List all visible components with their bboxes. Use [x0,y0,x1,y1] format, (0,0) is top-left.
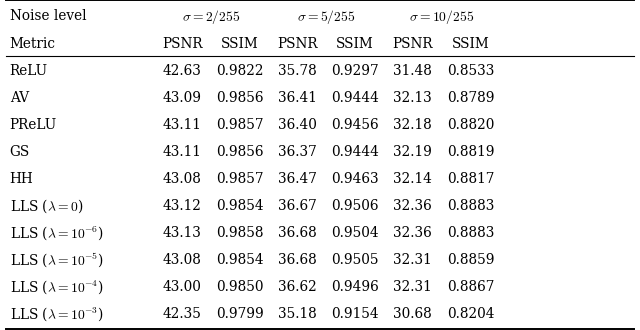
Text: 0.8883: 0.8883 [447,226,494,240]
Text: LLS ($\lambda = 10^{-6}$): LLS ($\lambda = 10^{-6}$) [10,224,104,242]
Text: 32.31: 32.31 [394,280,432,294]
Text: PSNR: PSNR [162,37,203,50]
Text: 0.8859: 0.8859 [447,253,494,267]
Text: Metric: Metric [10,37,56,50]
Text: 43.12: 43.12 [163,199,202,213]
Text: 0.9444: 0.9444 [332,145,379,159]
Text: $\sigma = 10/255$: $\sigma = 10/255$ [409,8,474,25]
Text: 43.08: 43.08 [163,253,202,267]
Text: 36.41: 36.41 [278,91,317,105]
Text: ReLU: ReLU [10,64,48,78]
Text: 0.9456: 0.9456 [332,118,379,132]
Text: 32.18: 32.18 [394,118,432,132]
Text: 32.14: 32.14 [394,172,432,186]
Text: 43.08: 43.08 [163,172,202,186]
Text: 36.47: 36.47 [278,172,317,186]
Text: 0.8819: 0.8819 [447,145,494,159]
Text: 43.00: 43.00 [163,280,202,294]
Text: PReLU: PReLU [10,118,57,132]
Text: AV: AV [10,91,29,105]
Text: 0.9505: 0.9505 [332,253,379,267]
Text: Noise level: Noise level [10,10,86,23]
Text: 36.40: 36.40 [278,118,317,132]
Text: 43.11: 43.11 [163,145,202,159]
Text: LLS ($\lambda = 0$): LLS ($\lambda = 0$) [10,197,83,215]
Text: PSNR: PSNR [392,37,433,50]
Text: 0.8817: 0.8817 [447,172,494,186]
Text: GS: GS [10,145,30,159]
Text: 0.9850: 0.9850 [216,280,264,294]
Text: $\sigma = 5/255$: $\sigma = 5/255$ [297,8,356,25]
Text: 0.9444: 0.9444 [332,91,379,105]
Text: 0.9297: 0.9297 [332,64,379,78]
Text: 0.8820: 0.8820 [447,118,494,132]
Text: 0.9856: 0.9856 [216,91,264,105]
Text: 0.9858: 0.9858 [216,226,264,240]
Text: 36.67: 36.67 [278,199,317,213]
Text: LLS ($\lambda = 10^{-5}$): LLS ($\lambda = 10^{-5}$) [10,251,104,269]
Text: SSIM: SSIM [452,37,489,50]
Text: 30.68: 30.68 [394,307,432,321]
Text: 32.19: 32.19 [394,145,432,159]
Text: 35.78: 35.78 [278,64,317,78]
Text: 0.9154: 0.9154 [332,307,379,321]
Text: 36.62: 36.62 [278,280,317,294]
Text: 0.9857: 0.9857 [216,118,264,132]
Text: 42.63: 42.63 [163,64,202,78]
Text: 0.8533: 0.8533 [447,64,494,78]
Text: 0.9854: 0.9854 [216,253,264,267]
Text: 0.9506: 0.9506 [332,199,379,213]
Text: LLS ($\lambda = 10^{-4}$): LLS ($\lambda = 10^{-4}$) [10,278,104,296]
Text: 32.36: 32.36 [394,199,432,213]
Text: 0.9799: 0.9799 [216,307,264,321]
Text: SSIM: SSIM [337,37,374,50]
Text: 0.9856: 0.9856 [216,145,264,159]
Text: LLS ($\lambda = 10^{-3}$): LLS ($\lambda = 10^{-3}$) [10,305,104,323]
Text: 32.13: 32.13 [394,91,432,105]
Text: 43.09: 43.09 [163,91,202,105]
Text: 31.48: 31.48 [394,64,432,78]
Text: 0.9496: 0.9496 [332,280,379,294]
Text: 43.13: 43.13 [163,226,202,240]
Text: 0.8789: 0.8789 [447,91,494,105]
Text: PSNR: PSNR [277,37,318,50]
Text: 36.68: 36.68 [278,253,317,267]
Text: 0.9504: 0.9504 [332,226,379,240]
Text: 0.8883: 0.8883 [447,199,494,213]
Text: 35.18: 35.18 [278,307,317,321]
Text: 42.35: 42.35 [163,307,202,321]
Text: 0.8204: 0.8204 [447,307,494,321]
Text: 0.8867: 0.8867 [447,280,494,294]
Text: 36.37: 36.37 [278,145,317,159]
Text: 0.9854: 0.9854 [216,199,264,213]
Text: SSIM: SSIM [221,37,259,50]
Text: 36.68: 36.68 [278,226,317,240]
Text: 43.11: 43.11 [163,118,202,132]
Text: 0.9822: 0.9822 [216,64,264,78]
Text: $\sigma = 2/255$: $\sigma = 2/255$ [182,8,241,25]
Text: 32.36: 32.36 [394,226,432,240]
Text: 32.31: 32.31 [394,253,432,267]
Text: HH: HH [10,172,33,186]
Text: 0.9463: 0.9463 [332,172,379,186]
Text: 0.9857: 0.9857 [216,172,264,186]
